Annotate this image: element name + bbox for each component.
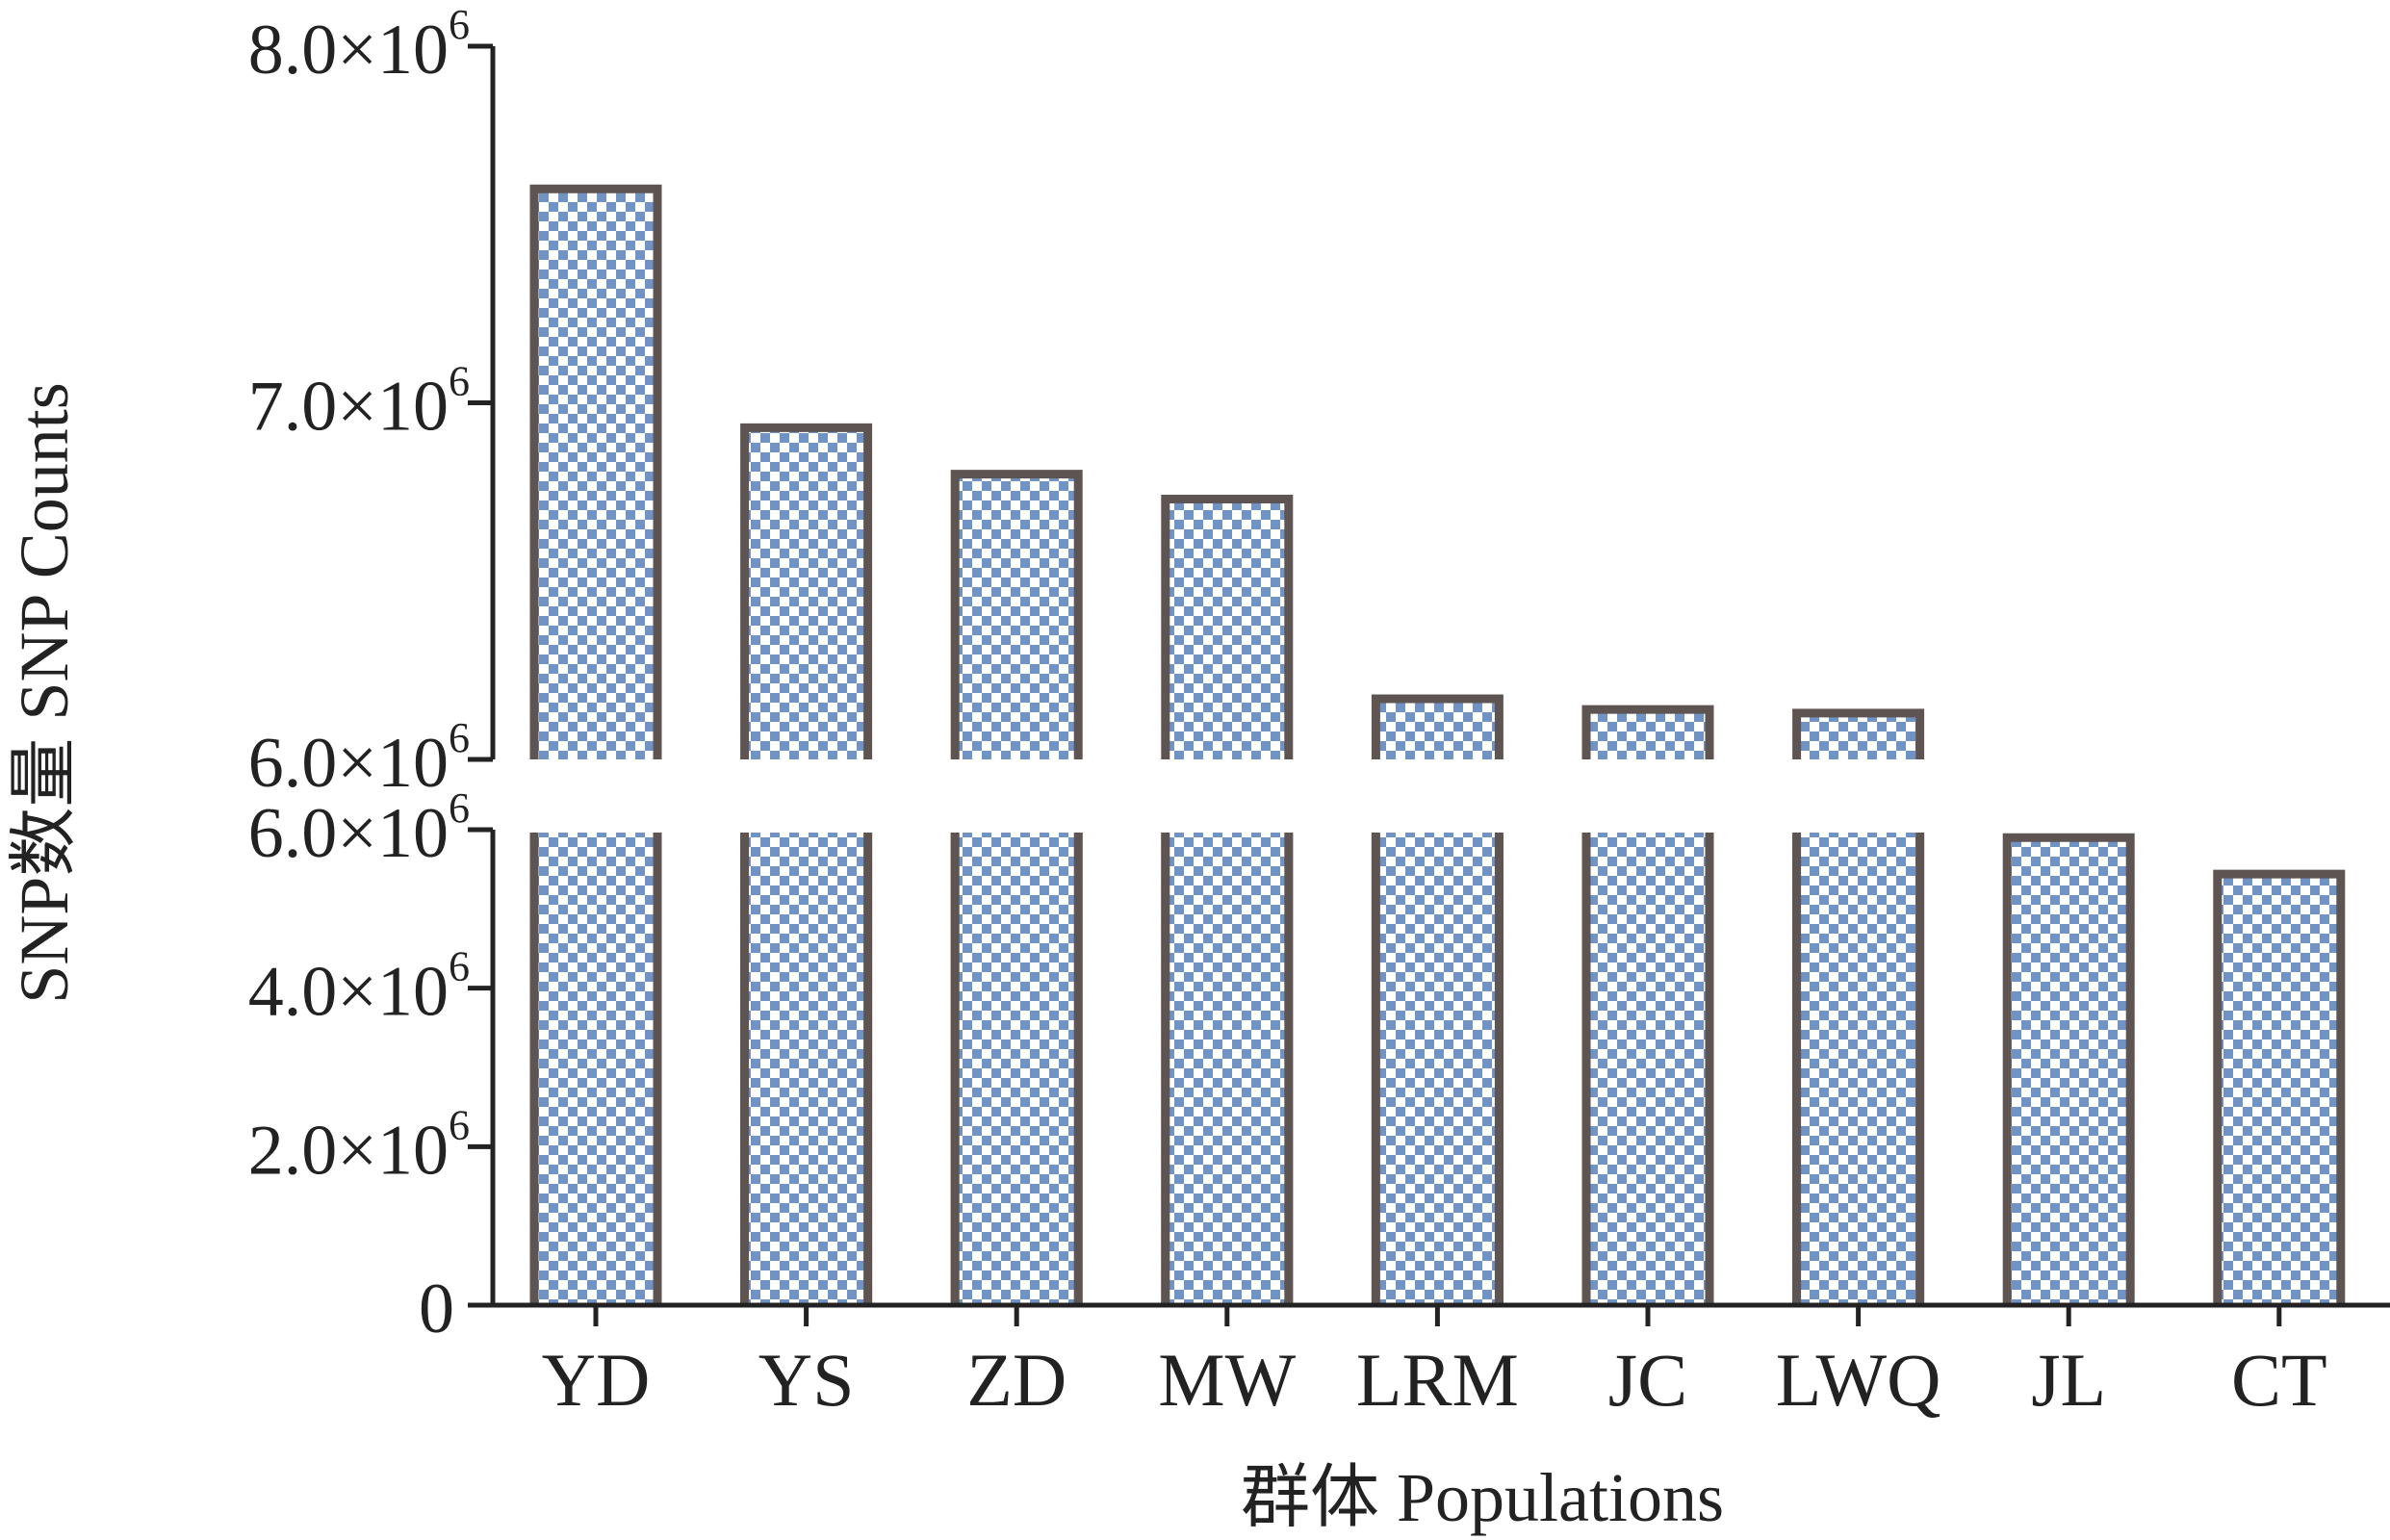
bar-upper-LWQ bbox=[1792, 708, 1925, 759]
bar-lower-border-MW bbox=[1161, 833, 1294, 1305]
y-axis-label: SNP数量 SNP Counts bbox=[6, 382, 83, 1004]
x-tick-label: YS bbox=[758, 1338, 855, 1422]
y-tick-label: 6.0×106 bbox=[248, 714, 470, 803]
x-tick-label: YD bbox=[542, 1338, 651, 1422]
bar-lower-JC bbox=[1586, 833, 1709, 1305]
bar-lower-LWQ bbox=[1796, 833, 1920, 1305]
bar-lower-LRM bbox=[1375, 833, 1500, 1305]
x-tick-label: MW bbox=[1158, 1338, 1296, 1422]
x-tick-label: ZD bbox=[966, 1338, 1067, 1422]
x-tick-label: JL bbox=[2031, 1338, 2106, 1422]
bar-JL bbox=[2002, 833, 2135, 1305]
bar-lower-YS bbox=[744, 833, 868, 1305]
bar-lower-border-LWQ bbox=[1792, 833, 1925, 1305]
bar-lower-border-JC bbox=[1581, 833, 1714, 1305]
bar-upper-YD bbox=[529, 184, 662, 759]
bar-lower-border-ZD bbox=[950, 833, 1083, 1305]
x-tick-label: LWQ bbox=[1776, 1338, 1941, 1422]
bar-CT bbox=[2213, 869, 2346, 1305]
y-tick-label: 6.0×106 bbox=[248, 784, 470, 873]
y-tick-label: 0 bbox=[419, 1270, 454, 1348]
y-tick-label: 2.0×106 bbox=[248, 1101, 470, 1190]
bar-lower-ZD bbox=[955, 833, 1079, 1305]
y-tick-label: 4.0×106 bbox=[248, 943, 470, 1032]
bar-upper-MW bbox=[1161, 495, 1294, 759]
x-tick-label: LRM bbox=[1356, 1338, 1519, 1422]
bar-lower-MW bbox=[1165, 833, 1289, 1305]
x-tick-label: CT bbox=[2231, 1338, 2327, 1422]
bar-upper-ZD bbox=[950, 470, 1083, 759]
bar-lower-border-LRM bbox=[1371, 833, 1503, 1305]
bar-upper-LRM bbox=[1371, 694, 1503, 759]
bar-lower-YD bbox=[534, 833, 657, 1305]
x-tick-label: JC bbox=[1608, 1338, 1687, 1422]
bar-upper-JC bbox=[1581, 705, 1714, 759]
bar-upper-YS bbox=[740, 423, 873, 759]
bar-lower-border-YD bbox=[529, 833, 662, 1305]
x-axis-label: 群体 Populations bbox=[1241, 1459, 1724, 1536]
y-tick-label: 7.0×106 bbox=[248, 358, 470, 447]
bar-lower-border-YS bbox=[740, 833, 873, 1305]
y-tick-label: 8.0×106 bbox=[248, 1, 470, 90]
